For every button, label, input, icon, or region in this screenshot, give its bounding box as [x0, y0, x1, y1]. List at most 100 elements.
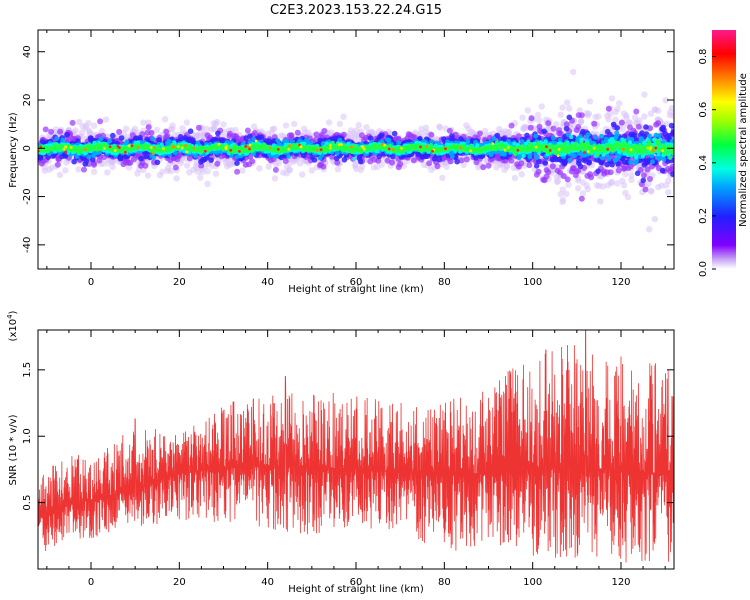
spectrogram-cell [156, 137, 162, 143]
spectrogram-cell [623, 112, 630, 119]
spectrogram-cell [199, 168, 206, 176]
spectrogram-cell [647, 176, 653, 182]
spectrogram-cell [325, 119, 333, 126]
spectrogram-cell [256, 165, 263, 172]
spectrogram-cell [454, 158, 460, 165]
spectrogram-cell [439, 174, 446, 182]
spectrogram-cell [511, 174, 519, 182]
spectrogram-cell [197, 174, 204, 181]
spectrogram-cell [628, 176, 635, 183]
spectrogram-cell [140, 119, 147, 126]
spectrogram-cell [477, 130, 483, 137]
spectrogram-cell [570, 68, 577, 76]
spectrogram-cell [577, 163, 584, 170]
spectrogram-cell [166, 138, 172, 144]
spectrogram-cell [550, 125, 557, 132]
spectrogram-cell [183, 162, 191, 169]
spectrogram-cell [584, 185, 591, 193]
spectrogram-cell [125, 164, 133, 171]
spectrogram-cell [138, 155, 144, 162]
spectrogram-cell [340, 113, 347, 120]
spectrogram-cell [446, 127, 453, 134]
spectrogram-cell [576, 158, 582, 164]
spectrogram-cell [90, 168, 98, 175]
spectrogram-cell [308, 167, 316, 174]
spectrogram-cell [107, 138, 113, 144]
spectrogram-cell [524, 132, 530, 139]
spectrogram-cell [566, 105, 573, 112]
spectrogram-cell [124, 139, 130, 145]
spectrogram-cell [538, 103, 545, 110]
spectrogram-cell [272, 166, 279, 173]
spectrogram-cell [75, 166, 82, 173]
spectrogram-cell [665, 189, 672, 196]
spectrogram-cell [145, 124, 152, 131]
spectrogram-cell [334, 166, 342, 173]
spectrogram-cell [618, 119, 625, 126]
spectrogram-cell [90, 122, 98, 129]
spectrogram-cell [559, 186, 567, 193]
spectrogram-cell [213, 118, 221, 126]
spectrogram-cell [599, 183, 607, 190]
spectrogram-cell [626, 119, 633, 127]
spectrogram-cell [436, 156, 443, 163]
spectrogram-cell [557, 111, 564, 118]
spectrogram-cell [658, 182, 665, 189]
spectrogram-cell [144, 172, 152, 179]
spectrogram-cell [586, 159, 592, 165]
spectrogram-cell [519, 114, 526, 121]
spectrogram-cell [648, 187, 655, 195]
spectrogram-cell [142, 162, 149, 169]
spectrogram-cell [485, 162, 492, 169]
spectrogram-cell [536, 117, 543, 124]
spectrogram-cell [234, 168, 241, 175]
spectrogram-cell [64, 131, 70, 138]
spectrogram-cell [62, 167, 69, 174]
spectrogram-cell [665, 177, 672, 184]
spectrogram-cell [169, 125, 176, 133]
spectrogram-cell [397, 161, 404, 167]
spectrogram-cell [358, 163, 366, 170]
spectrogram-cell [443, 163, 450, 170]
spectrogram-cell [616, 100, 623, 107]
spectrogram-cell [195, 124, 202, 131]
spectrogram-cell [434, 163, 441, 170]
spectrogram-cell [154, 159, 161, 166]
spectrogram-cell [564, 99, 571, 106]
spectrogram-cell [183, 119, 191, 126]
spectrogram-cell [670, 112, 674, 120]
spectrogram-cell [153, 126, 161, 134]
spectrogram-cell [575, 123, 582, 130]
spectrogram-cell [651, 215, 658, 223]
spectrogram-cell [357, 158, 364, 165]
spectrogram-cell [595, 168, 601, 174]
spectrogram-cell [212, 170, 220, 177]
spectrogram-cell [321, 127, 328, 134]
spectrogram-cell [609, 161, 615, 168]
spectrogram-cell [214, 160, 221, 167]
spectrogram-cell [634, 170, 641, 177]
spectrogram-cell [294, 129, 301, 136]
spectrogram-cell [554, 177, 562, 185]
spectrogram-cell [379, 132, 385, 139]
spectrogram-cell [614, 125, 620, 131]
spectrogram-cell [118, 135, 125, 141]
spectrogram-cell [336, 120, 344, 128]
spectrogram-cell [168, 167, 175, 174]
spectrogram-cell [463, 156, 470, 163]
spectrogram-cell [597, 198, 604, 205]
spectrogram-cell [148, 129, 155, 136]
spectrogram-cell [669, 163, 674, 170]
spectrogram-cell [173, 175, 180, 182]
spectrogram-cell [102, 116, 110, 123]
spectrogram-cell [559, 104, 566, 111]
spectrogram-cell [670, 129, 674, 135]
spectrogram-cell [635, 123, 642, 130]
spectrogram-cell [54, 136, 60, 142]
spectrogram-cell [549, 163, 556, 170]
spectrogram-cell [607, 169, 614, 176]
spectrogram-cell [640, 172, 647, 179]
spectrogram-cell [622, 170, 629, 178]
spectrogram-cell [518, 160, 525, 167]
spectrogram-cell [545, 120, 552, 127]
